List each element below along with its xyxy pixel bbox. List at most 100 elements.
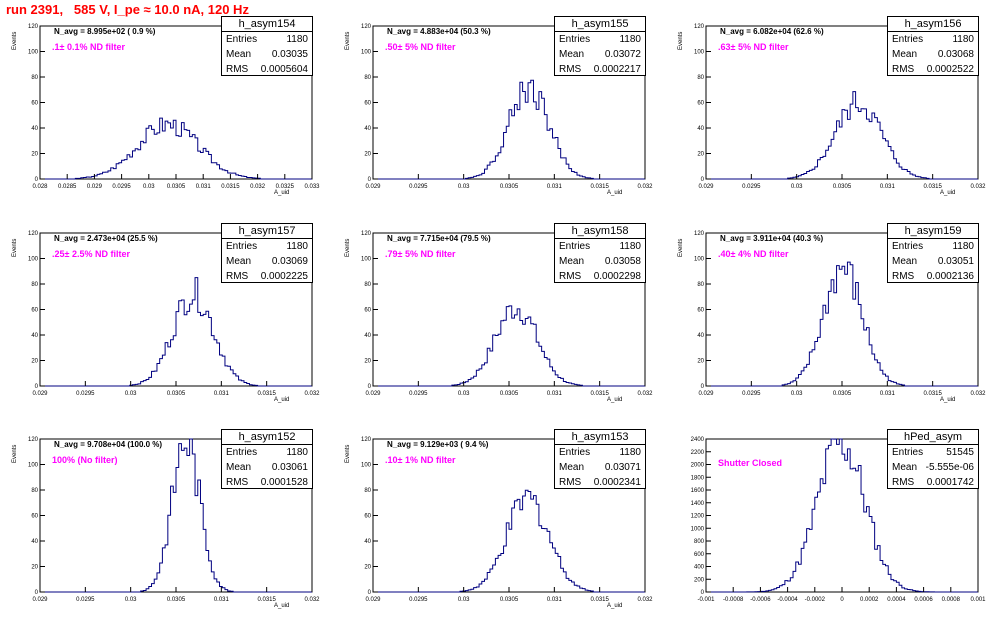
filter-label: 100% (No filter) [52, 455, 118, 465]
y-tick-label: 120 [28, 437, 39, 443]
x-tick-label: 0.032 [637, 597, 653, 603]
x-tick-label: 0.03 [458, 597, 470, 603]
y-tick-label: 0 [701, 177, 705, 183]
y-tick-label: 100 [361, 463, 372, 469]
rms-key: RMS [559, 271, 582, 282]
stats-box: h_asym156 Entries 1180 Mean 0.03068 RMS 0.0002… [887, 16, 979, 76]
entries-value: 1180 [286, 447, 308, 458]
y-tick-label: 1800 [691, 475, 705, 481]
x-tick-label: 0.031 [547, 391, 563, 397]
histogram-panel-hPed_asym: -0.001 -0.0008 -0.0006 -0.0004 -0.0002 0 0.000… [666, 429, 987, 623]
stats-entries-row: Entries 1180 [555, 32, 645, 47]
mean-value: 0.03061 [271, 462, 308, 473]
y-tick-label: 120 [361, 24, 372, 30]
x-tick-label: 0.0305 [500, 391, 519, 397]
stats-entries-row: Entries 1180 [555, 445, 645, 460]
filter-label: .1± 0.1% ND filter [52, 42, 125, 52]
y-tick-label: 100 [361, 257, 372, 263]
y-tick-label: 40 [364, 539, 371, 545]
plot-area: 0.029 0.0295 0.03 0.0305 0.031 0.0315 0.032 0 20… [28, 437, 320, 603]
entries-key: Entries [226, 241, 258, 252]
mean-key: Mean [892, 256, 918, 267]
stats-box: h_asym155 Entries 1180 Mean 0.03072 RMS 0.0002… [554, 16, 646, 76]
entries-value: 1180 [619, 34, 641, 45]
rms-value: 0.0002298 [593, 271, 641, 282]
n-avg-label: N_avg = 8.995e+02 ( 0.9 %) [54, 27, 156, 36]
mean-key: Mean [892, 49, 918, 60]
y-tick-label: 20 [697, 152, 704, 158]
entries-key: Entries [559, 447, 591, 458]
n-avg-label: N_avg = 2.473e+04 (25.5 %) [54, 234, 158, 243]
stats-mean-row: Mean 0.03071 [555, 460, 645, 475]
x-tick-label: 0.0305 [167, 597, 186, 603]
n-avg-label: N_avg = 4.883e+04 (50.3 %) [387, 27, 491, 36]
y-axis-label: Events [345, 444, 351, 463]
x-tick-label: 0.0295 [742, 391, 761, 397]
y-tick-label: 80 [697, 282, 704, 288]
rms-key: RMS [892, 271, 915, 282]
histogram-line [706, 261, 978, 387]
y-tick-label: 20 [364, 359, 371, 365]
filter-label: .10± 1% ND filter [385, 455, 456, 465]
stats-mean-row: Mean 0.03068 [888, 47, 978, 62]
rms-value: 0.0005604 [260, 64, 308, 75]
entries-value: 51545 [946, 447, 974, 458]
n-avg-label: N_avg = 9.129e+03 ( 9.4 %) [387, 440, 489, 449]
y-tick-label: 200 [694, 577, 705, 583]
y-tick-label: 60 [31, 101, 38, 107]
y-tick-label: 40 [364, 333, 371, 339]
stats-entries-row: Entries 1180 [222, 32, 312, 47]
stats-entries-row: Entries 1180 [888, 32, 978, 47]
rms-value: 0.0001742 [926, 477, 974, 488]
rms-key: RMS [559, 64, 582, 75]
x-tick-label: 0.031 [880, 184, 896, 190]
mean-key: Mean [892, 462, 918, 473]
filter-label: .63± 5% ND filter [718, 42, 789, 52]
histogram-name: h_asym154 [222, 17, 312, 32]
entries-key: Entries [226, 447, 258, 458]
y-tick-label: 60 [364, 308, 371, 314]
filter-label: .25± 2.5% ND filter [52, 249, 130, 259]
stats-rms-row: RMS 0.0001528 [222, 475, 312, 490]
plot-area: 0.029 0.0295 0.03 0.0305 0.031 0.0315 0.032 0 20… [361, 231, 653, 397]
histogram-line [40, 277, 312, 387]
y-tick-label: 60 [31, 514, 38, 520]
x-tick-label: 0.029 [32, 391, 48, 397]
y-tick-label: 100 [694, 257, 705, 263]
y-tick-label: 0 [701, 590, 705, 596]
stats-rms-row: RMS 0.0002341 [555, 475, 645, 490]
x-tick-label: 0.0305 [500, 597, 519, 603]
stats-rms-row: RMS 0.0002136 [888, 269, 978, 284]
y-tick-label: 40 [31, 333, 38, 339]
x-tick-label: 0.032 [304, 391, 320, 397]
y-tick-label: 1600 [691, 488, 705, 494]
entries-key: Entries [559, 34, 591, 45]
x-tick-label: 0.03 [143, 184, 155, 190]
y-tick-label: 80 [697, 75, 704, 81]
x-tick-label: 0.0305 [500, 184, 519, 190]
filter-label: .79± 5% ND filter [385, 249, 456, 259]
stats-rms-row: RMS 0.0002217 [555, 62, 645, 77]
stats-mean-row: Mean -5.555e-06 [888, 460, 978, 475]
x-tick-label: 0.031 [547, 184, 563, 190]
histogram-panel-h_asym152: 0.029 0.0295 0.03 0.0305 0.031 0.0315 0.032 0 20… [0, 429, 320, 623]
entries-value: 1180 [286, 241, 308, 252]
stats-rms-row: RMS 0.0002522 [888, 62, 978, 77]
x-axis-label: A_uid [940, 190, 956, 196]
x-tick-label: -0.0004 [777, 597, 798, 603]
stats-mean-row: Mean 0.03072 [555, 47, 645, 62]
filter-label: Shutter Closed [718, 458, 783, 468]
x-tick-label: -0.001 [697, 597, 715, 603]
x-tick-label: 0.031 [880, 391, 896, 397]
stats-entries-row: Entries 1180 [222, 445, 312, 460]
plot-area: -0.001 -0.0008 -0.0006 -0.0004 -0.0002 0 0.000… [691, 437, 987, 603]
histogram-name: h_asym155 [555, 17, 645, 32]
stats-entries-row: Entries 1180 [222, 239, 312, 254]
mean-value: 0.03068 [937, 49, 974, 60]
x-tick-label: 0.03 [458, 184, 470, 190]
histogram-line [706, 438, 978, 593]
plot-area: 0.028 0.0285 0.029 0.0295 0.03 0.0305 0.031 0.0… [28, 24, 320, 190]
x-tick-label: 0.0315 [221, 184, 240, 190]
x-tick-label: 0.0315 [590, 184, 609, 190]
entries-value: 1180 [619, 447, 641, 458]
